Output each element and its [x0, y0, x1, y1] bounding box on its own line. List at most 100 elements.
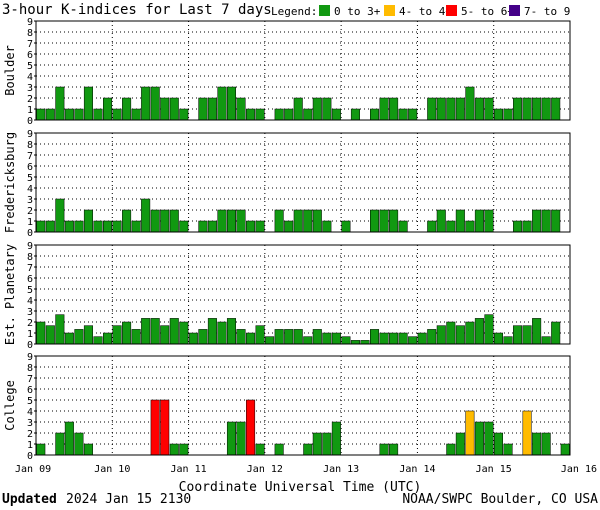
- k-index-bar: [341, 220, 351, 233]
- k-index-bar: [274, 209, 284, 233]
- legend-swatch: [384, 5, 395, 16]
- k-index-bar: [198, 220, 208, 233]
- y-tick-label: 5: [27, 173, 33, 184]
- k-index-bar: [36, 443, 46, 456]
- k-index-bar: [513, 97, 523, 121]
- y-tick-label: 4: [27, 407, 33, 418]
- k-index-bar: [217, 209, 227, 233]
- k-index-bar: [236, 329, 246, 345]
- k-index-bar: [112, 220, 122, 233]
- k-index-bar: [74, 108, 84, 121]
- y-tick-label: 2: [27, 206, 33, 217]
- legend-item-label: 4- to 4+: [399, 5, 452, 18]
- k-index-bar: [465, 410, 475, 456]
- k-index-bar: [103, 332, 113, 345]
- panel-frame: [35, 355, 571, 456]
- k-index-bar: [64, 421, 74, 456]
- k-index-bar: [522, 220, 532, 233]
- k-index-bar: [74, 329, 84, 345]
- y-tick-label: 7: [27, 374, 33, 385]
- k-index-bar: [160, 399, 170, 456]
- k-index-bar: [532, 97, 542, 121]
- y-tick-label: 5: [27, 61, 33, 72]
- y-tick-label: 1: [27, 329, 33, 340]
- k-index-bar: [36, 220, 46, 233]
- k-index-bar: [513, 220, 523, 233]
- k-index-bar: [379, 332, 389, 345]
- k-index-bar: [122, 321, 132, 345]
- k-index-bar: [112, 108, 122, 121]
- k-index-bar: [217, 321, 227, 345]
- k-index-bar: [198, 97, 208, 121]
- panel-frame: [35, 132, 571, 233]
- k-index-bar: [312, 209, 322, 233]
- k-index-bar: [93, 336, 103, 345]
- k-index-bar: [484, 97, 494, 121]
- k-index-bar: [465, 321, 475, 345]
- k-index-bar: [379, 443, 389, 456]
- k-index-bar: [436, 209, 446, 233]
- source-credit: NOAA/SWPC Boulder, CO USA: [402, 492, 598, 507]
- k-index-bar: [455, 97, 465, 121]
- legend-item-label: 5- to 6+: [461, 5, 514, 18]
- k-index-bar: [160, 325, 170, 345]
- k-index-bar: [274, 108, 284, 121]
- k-index-bar: [265, 336, 275, 345]
- k-index-bar: [522, 325, 532, 345]
- k-index-bar: [312, 329, 322, 345]
- y-tick-label: 1: [27, 217, 33, 228]
- y-tick-label: 6: [27, 385, 33, 396]
- k-index-bar: [236, 209, 246, 233]
- k-index-bar: [255, 220, 265, 233]
- y-tick-label: 2: [27, 94, 33, 105]
- k-index-bar: [551, 97, 561, 121]
- k-index-bar: [484, 209, 494, 233]
- k-index-bar: [350, 340, 360, 345]
- x-axis-ticks: Jan 09 Jan 10 Jan 11 Jan 12 Jan 13 Jan 14 Jan …: [15, 464, 597, 475]
- k-index-bar: [455, 325, 465, 345]
- k-index-bar: [255, 325, 265, 345]
- k-index-bar: [331, 332, 341, 345]
- y-tick-label: 3: [27, 83, 33, 94]
- k-index-bar: [131, 108, 141, 121]
- y-tick-label: 7: [27, 263, 33, 274]
- k-index-bar: [293, 329, 303, 345]
- k-index-bar: [484, 314, 494, 345]
- y-tick-label: 1: [27, 105, 33, 116]
- x-tick-label: Jan 09: [15, 464, 51, 475]
- k-index-bar: [312, 432, 322, 456]
- x-axis-label: Coordinate Universal Time (UTC): [179, 480, 422, 495]
- k-index-bar: [207, 318, 217, 345]
- k-index-bar: [474, 421, 484, 456]
- k-index-bar: [284, 220, 294, 233]
- k-index-bar: [226, 318, 236, 345]
- k-index-bar: [169, 443, 179, 456]
- k-index-bar: [465, 220, 475, 233]
- k-index-bar: [493, 432, 504, 456]
- k-index-bar: [398, 108, 408, 121]
- k-index-bar: [303, 336, 313, 345]
- legend-label: Legend:: [271, 5, 317, 18]
- k-index-bar: [455, 209, 465, 233]
- k-index-bar: [303, 108, 313, 121]
- k-index-bar: [293, 97, 303, 121]
- k-index-bar: [246, 332, 256, 345]
- k-index-bar: [408, 336, 418, 345]
- panel-frame: [35, 244, 571, 345]
- x-tick-label: Jan 14: [399, 464, 435, 475]
- k-index-bar: [179, 443, 189, 456]
- panel-label: Boulder: [3, 45, 17, 96]
- k-index-bar: [284, 108, 294, 121]
- k-index-bar: [493, 332, 504, 345]
- k-index-bar: [226, 209, 236, 233]
- k-index-bar: [74, 220, 84, 233]
- x-tick-label: Jan 15: [476, 464, 512, 475]
- k-index-bar: [160, 209, 170, 233]
- k-index-bar: [436, 325, 446, 345]
- k-index-bar: [64, 332, 74, 345]
- k-index-bar: [370, 209, 380, 233]
- k-index-bar: [226, 421, 236, 456]
